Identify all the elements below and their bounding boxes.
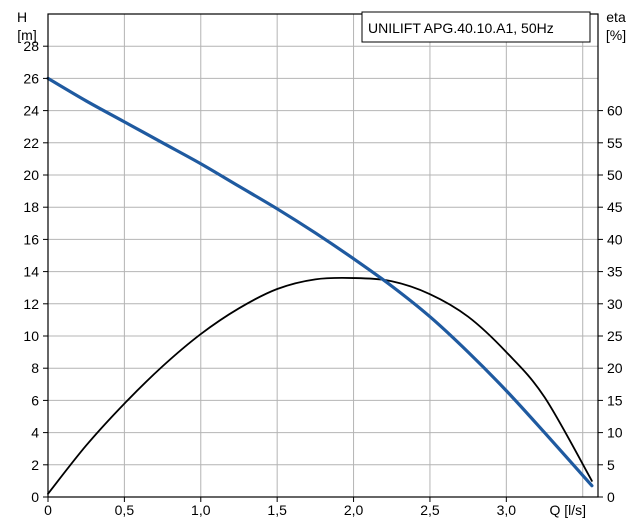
x-tick-label: 0,5 xyxy=(115,502,135,518)
y-right-tick-label: 50 xyxy=(607,167,623,183)
y-left-tick-label: 2 xyxy=(31,457,39,473)
y-right-tick-label: 35 xyxy=(607,264,623,280)
x-tick-label: 0 xyxy=(44,502,52,518)
y-right-tick-label: 30 xyxy=(607,296,623,312)
y-right-tick-label: 25 xyxy=(607,328,623,344)
y-left-tick-label: 18 xyxy=(23,199,39,215)
y-right-tick-label: 0 xyxy=(607,489,615,505)
ticks: 0 0,5 1,0 1,5 2,0 2,5 3,0024681012141618202224… xyxy=(23,38,622,518)
y-left-tick-label: 22 xyxy=(23,135,39,151)
y-left-axis-unit: [m] xyxy=(17,27,36,43)
efficiency-curve-line xyxy=(47,276,593,495)
legend-box: UNILIFT APG.40.10.A1, 50Hz xyxy=(361,11,591,43)
x-axis-label: Q [l/s] xyxy=(549,502,586,518)
y-left-tick-label: 14 xyxy=(23,264,39,280)
y-left-tick-label: 20 xyxy=(23,167,39,183)
x-tick-label: 1,0 xyxy=(191,502,211,518)
y-left-axis-label: H xyxy=(17,9,27,25)
y-left-tick-label: 8 xyxy=(31,360,39,376)
y-left-tick-label: 28 xyxy=(23,38,39,54)
chart-title: UNILIFT APG.40.10.A1, 50Hz xyxy=(368,20,554,36)
x-tick-label: 3,0 xyxy=(497,502,517,518)
y-left-tick-label: 24 xyxy=(23,103,39,119)
y-right-tick-label: 20 xyxy=(607,360,623,376)
series-layer xyxy=(46,76,594,495)
legend-frame xyxy=(361,11,591,43)
head-curve-line xyxy=(46,76,594,488)
x-tick-label: 1,5 xyxy=(267,502,287,518)
plot-frame xyxy=(47,13,599,498)
y-right-tick-label: 40 xyxy=(607,231,623,247)
y-right-axis-unit: [%] xyxy=(606,27,626,43)
y-left-tick-label: 12 xyxy=(23,296,39,312)
y-left-tick-label: 0 xyxy=(31,489,39,505)
x-tick-label: 2,5 xyxy=(420,502,440,518)
y-left-tick-label: 26 xyxy=(23,70,39,86)
y-right-axis-label: eta xyxy=(606,9,626,25)
y-left-tick-label: 10 xyxy=(23,328,39,344)
y-right-tick-label: 15 xyxy=(607,392,623,408)
y-right-tick-label: 55 xyxy=(607,135,623,151)
y-left-tick-label: 6 xyxy=(31,392,39,408)
y-left-tick-label: 16 xyxy=(23,231,39,247)
y-right-tick-label: 10 xyxy=(607,425,623,441)
y-right-tick-label: 5 xyxy=(607,457,615,473)
x-tick-label: 2,0 xyxy=(344,502,364,518)
y-right-tick-label: 45 xyxy=(607,199,623,215)
y-right-tick-label: 60 xyxy=(607,103,623,119)
y-left-tick-label: 4 xyxy=(31,425,39,441)
